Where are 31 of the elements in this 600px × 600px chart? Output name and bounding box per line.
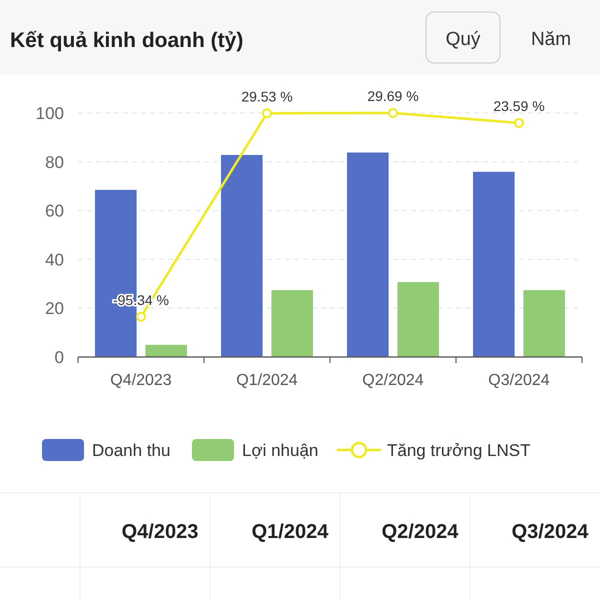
y-tick-label: 20 bbox=[45, 299, 64, 318]
x-tick-label: Q4/2023 bbox=[110, 372, 172, 389]
y-tick-label: 40 bbox=[45, 250, 64, 270]
text: Quý bbox=[446, 29, 481, 50]
legend-label: Lợi nhuận bbox=[242, 440, 318, 460]
x-tick-label: Q3/2024 bbox=[488, 372, 550, 389]
legend-label: Tăng trưởng LNST bbox=[387, 440, 530, 460]
point bbox=[514, 118, 524, 128]
y-tick-label: 100 bbox=[36, 104, 64, 123]
point bbox=[388, 108, 398, 118]
bar bbox=[523, 290, 565, 357]
bar bbox=[397, 282, 439, 357]
bar bbox=[473, 172, 515, 357]
bar bbox=[347, 152, 389, 357]
data-label: 23.59 % bbox=[493, 98, 545, 114]
x-tick-label: Q2/2024 bbox=[362, 372, 424, 389]
data-label: 29.69 % bbox=[367, 88, 419, 104]
chart-title: Kết quả kinh doanh (tỷ) bbox=[10, 29, 244, 52]
y-tick-label: 0 bbox=[54, 348, 64, 367]
y-tick-label: 80 bbox=[45, 152, 64, 172]
y-tick-label: 60 bbox=[45, 202, 64, 221]
data-label: 29.53 % bbox=[241, 88, 293, 104]
bar bbox=[221, 154, 263, 357]
point bbox=[262, 108, 272, 118]
text: Năm bbox=[530, 29, 572, 50]
point bbox=[136, 312, 146, 322]
table-header: Q4/2023 Q1/2024 Q2/2024 Q3/2024 bbox=[0, 492, 600, 600]
x-tick-label: Q1/2024 bbox=[236, 372, 298, 389]
legend-label: Doanh thu bbox=[92, 440, 170, 460]
bar bbox=[145, 344, 187, 357]
bar bbox=[271, 290, 313, 357]
